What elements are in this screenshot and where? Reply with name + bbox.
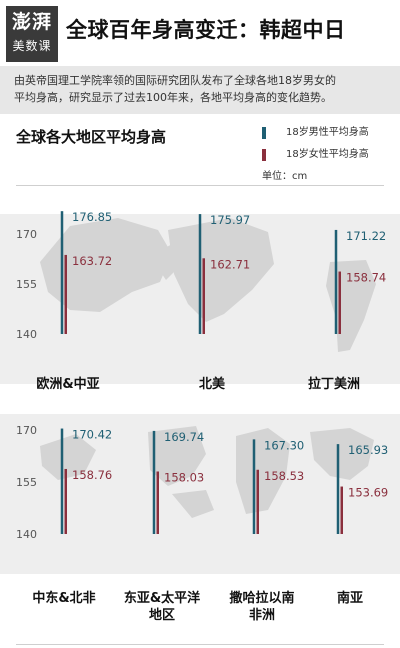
- bottom-rule: [16, 644, 384, 645]
- map-continent-shape: [40, 218, 172, 312]
- data-label-female: 153.69: [348, 486, 388, 500]
- data-label-male: 167.30: [264, 438, 304, 452]
- bar-male: [198, 214, 202, 334]
- data-label-male: 165.93: [348, 443, 388, 457]
- region-label: 中东&北非: [32, 590, 95, 606]
- data-label-male: 171.22: [346, 229, 386, 243]
- region-label: 欧洲&中亚: [36, 376, 99, 392]
- intro-line-2: 平均身高，研究显示了过去100年来，各地平均身高的变化趋势。: [14, 91, 332, 104]
- bar-male: [60, 428, 64, 534]
- y-tick-label: 170: [16, 228, 37, 241]
- y-tick-label: 140: [16, 528, 37, 541]
- data-label-female: 162.71: [210, 257, 250, 271]
- logo-bottom: 美数课: [12, 39, 52, 53]
- legend-item-male: 18岁男性平均身高: [262, 126, 369, 148]
- legend-label-male: 18岁男性平均身高: [286, 127, 369, 138]
- data-label-male: 175.97: [210, 213, 250, 227]
- bar-female: [340, 486, 343, 534]
- bar-female: [64, 254, 67, 334]
- region-label: 拉丁美洲: [308, 376, 360, 392]
- data-label-male: 169.74: [164, 430, 204, 444]
- title-divider: [16, 185, 384, 186]
- unit-label: 单位：cm: [262, 171, 308, 182]
- intro-line-1: 由英帝国理工学院率领的国际研究团队发布了全球各地18岁男女的: [14, 74, 336, 87]
- region-label: 撒哈拉以南: [229, 590, 294, 606]
- bar-female: [202, 258, 205, 334]
- data-label-male: 176.85: [72, 210, 112, 224]
- page-title: 全球百年身高变迁：韩超中日: [66, 18, 346, 42]
- map-continent-shape: [168, 218, 274, 322]
- bar-female: [64, 468, 67, 534]
- bar-chart: 140 155 170 176.85 163.72 欧洲&中亚 175.97 162.71 北美…: [16, 210, 388, 623]
- region-label: 非洲: [249, 607, 275, 623]
- y-tick-label: 155: [16, 476, 37, 489]
- region-label: 地区: [149, 607, 175, 623]
- map-continent-shape: [310, 428, 374, 480]
- region-label: 东亚&太平洋: [124, 590, 200, 606]
- logo-top: 澎湃: [11, 11, 52, 33]
- bar-male: [60, 211, 64, 334]
- chart-panel: 全球各大地区平均身高 18岁男性平均身高 18岁女性平均身高 单位：cm 140…: [0, 114, 400, 648]
- map-continent-shape: [40, 434, 96, 480]
- data-label-female: 158.03: [164, 470, 204, 484]
- region-label: 南亚: [337, 590, 363, 606]
- intro-text: 由英帝国理工学院率领的国际研究团队发布了全球各地18岁男女的 平均身高，研究显示…: [0, 66, 400, 114]
- bar-female: [156, 471, 159, 534]
- legend-swatch-female: [262, 149, 266, 161]
- legend-label-female: 18岁女性平均身高: [286, 149, 369, 160]
- map-continent-shape: [172, 490, 214, 518]
- map-continent-shape: [148, 426, 206, 486]
- y-tick-label: 140: [16, 328, 37, 341]
- header: 澎湃 美数课 全球百年身高变迁：韩超中日: [0, 0, 400, 66]
- data-label-female: 158.74: [346, 271, 386, 285]
- y-tick-label: 170: [16, 424, 37, 437]
- legend-item-female: 18岁女性平均身高: [262, 148, 369, 170]
- logo: 澎湃 美数课: [6, 6, 58, 62]
- bar-female: [338, 271, 341, 334]
- bar-male: [334, 229, 338, 334]
- bar-female: [256, 469, 259, 534]
- map-continent-shape: [236, 428, 290, 514]
- data-label-female: 158.76: [72, 468, 112, 482]
- region-label: 北美: [199, 376, 226, 392]
- y-tick-label: 155: [16, 278, 37, 291]
- chart-title: 全球各大地区平均身高: [16, 128, 167, 146]
- data-label-male: 170.42: [72, 428, 112, 442]
- bar-male: [252, 439, 256, 534]
- data-label-female: 163.72: [72, 254, 112, 268]
- bar-male: [336, 444, 340, 534]
- legend: 18岁男性平均身高 18岁女性平均身高 单位：cm: [262, 126, 369, 192]
- data-label-female: 158.53: [264, 469, 304, 483]
- bar-male: [152, 430, 156, 534]
- legend-swatch-male: [262, 127, 266, 139]
